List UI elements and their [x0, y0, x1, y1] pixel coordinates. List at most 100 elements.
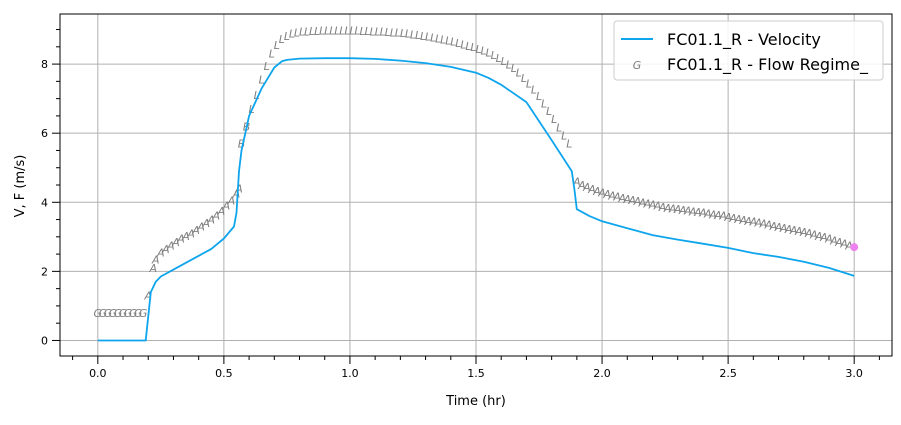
regime-point: L [435, 33, 441, 46]
regime-point: A [186, 227, 195, 240]
x-tick-label: 1.5 [467, 367, 485, 380]
regime-point: A [196, 220, 205, 233]
regime-point: L [314, 25, 320, 38]
regime-point: G [104, 307, 113, 320]
regime-point: A [708, 208, 717, 221]
regime-point: G [94, 307, 103, 320]
regime-point: L [556, 121, 562, 134]
regime-point: A [738, 214, 747, 227]
regime-point: L [334, 25, 340, 38]
regime-point: A [181, 230, 190, 243]
regime-point: A [628, 194, 637, 207]
regime-point: L [491, 49, 497, 62]
regime-point: A [713, 209, 722, 222]
regime-point: A [171, 236, 180, 249]
regime-point: L [536, 90, 542, 103]
regime-point: L [405, 28, 411, 41]
velocity-line [97, 57, 855, 342]
regime-point: L [465, 40, 471, 53]
regime-point: L [566, 138, 572, 151]
regime-point: A [176, 233, 185, 246]
regime-point: A [703, 208, 712, 221]
regime-point: L [455, 37, 461, 50]
regime-point: L [506, 58, 512, 71]
regime-point: L [425, 30, 431, 43]
regime-point: L [450, 36, 456, 49]
regime-point: L [365, 25, 371, 38]
regime-point: L [390, 26, 396, 39]
regime-point: L [294, 26, 300, 39]
regime-point: L [259, 74, 265, 87]
regime-point: A [809, 228, 818, 241]
regime-point: A [819, 231, 828, 244]
regime-point: L [460, 38, 466, 51]
regime-point: L [370, 25, 376, 38]
regime-point: L [541, 97, 547, 110]
regime-point: L [501, 55, 507, 68]
regime-point: A [759, 218, 768, 231]
regime-point: A [658, 201, 667, 214]
regime-point: L [380, 26, 386, 39]
regime-point: L [395, 27, 401, 40]
regime-point: A [597, 187, 606, 200]
regime-point: A [582, 181, 591, 194]
regime-point: A [744, 215, 753, 228]
regime-point: A [617, 192, 626, 205]
regime-point: L [385, 26, 391, 39]
regime-point: L [440, 34, 446, 47]
regime-point: L [410, 28, 416, 41]
regime-point: A [789, 224, 798, 237]
regime-point: L [344, 25, 350, 38]
regime-point: A [643, 197, 652, 210]
regime-point: G [134, 307, 143, 320]
x-tick-label: 2.5 [719, 367, 737, 380]
regime-point: L [329, 25, 335, 38]
regime-point: L [531, 84, 537, 97]
regime-point: A [227, 195, 236, 208]
regime-point: L [349, 25, 355, 38]
regime-point: A [688, 205, 697, 218]
regime-point: L [269, 48, 275, 61]
end-marker [850, 243, 859, 252]
regime-point: A [201, 217, 210, 230]
regime-point: A [728, 212, 737, 225]
regime-point: L [415, 29, 421, 42]
regime-point: L [470, 41, 476, 54]
regime-point: A [149, 262, 158, 275]
regime-point: L [254, 89, 260, 102]
regime-point: L [299, 26, 305, 39]
x-tick-label: 3.0 [845, 367, 863, 380]
regime-point: A [698, 207, 707, 220]
regime-point: A [723, 211, 732, 224]
regime-point: A [733, 213, 742, 226]
regime-point: A [774, 221, 783, 234]
legend-velocity-label: FC01.1_R - Velocity [667, 30, 821, 50]
regime-point: A [207, 214, 216, 227]
axis-ticks: 0.0 0.5 1.0 1.5 2.0 2.5 3.0 0 2 4 6 8 [41, 29, 880, 380]
regime-point: A [839, 238, 848, 251]
regime-point: A [829, 234, 838, 247]
regime-point: L [359, 25, 365, 38]
regime-point: L [289, 28, 295, 41]
regime-point: G [114, 307, 123, 320]
regime-point: L [264, 60, 270, 73]
regime-point: L [496, 52, 502, 65]
regime-point: G [99, 307, 108, 320]
regime-point: A [648, 198, 657, 211]
regime-point: G [139, 307, 148, 320]
regime-point: L [400, 27, 406, 40]
regime-point: A [668, 202, 677, 215]
regime-point: A [784, 223, 793, 236]
legend: FC01.1_R - Velocity G FC01.1_R - Flow Re… [613, 20, 884, 81]
regime-point: A [232, 188, 241, 201]
regime-point: L [304, 25, 310, 38]
regime-point: A [592, 185, 601, 198]
y-tick-label: 2 [41, 265, 48, 278]
regime-point: L [486, 47, 492, 60]
regime-point: L [445, 35, 451, 48]
regime-point: A [577, 179, 586, 192]
x-axis-label: Time (hr) [445, 394, 506, 409]
regime-point: A [814, 230, 823, 243]
regime-point: G [129, 307, 138, 320]
regime-point: A [749, 216, 758, 229]
